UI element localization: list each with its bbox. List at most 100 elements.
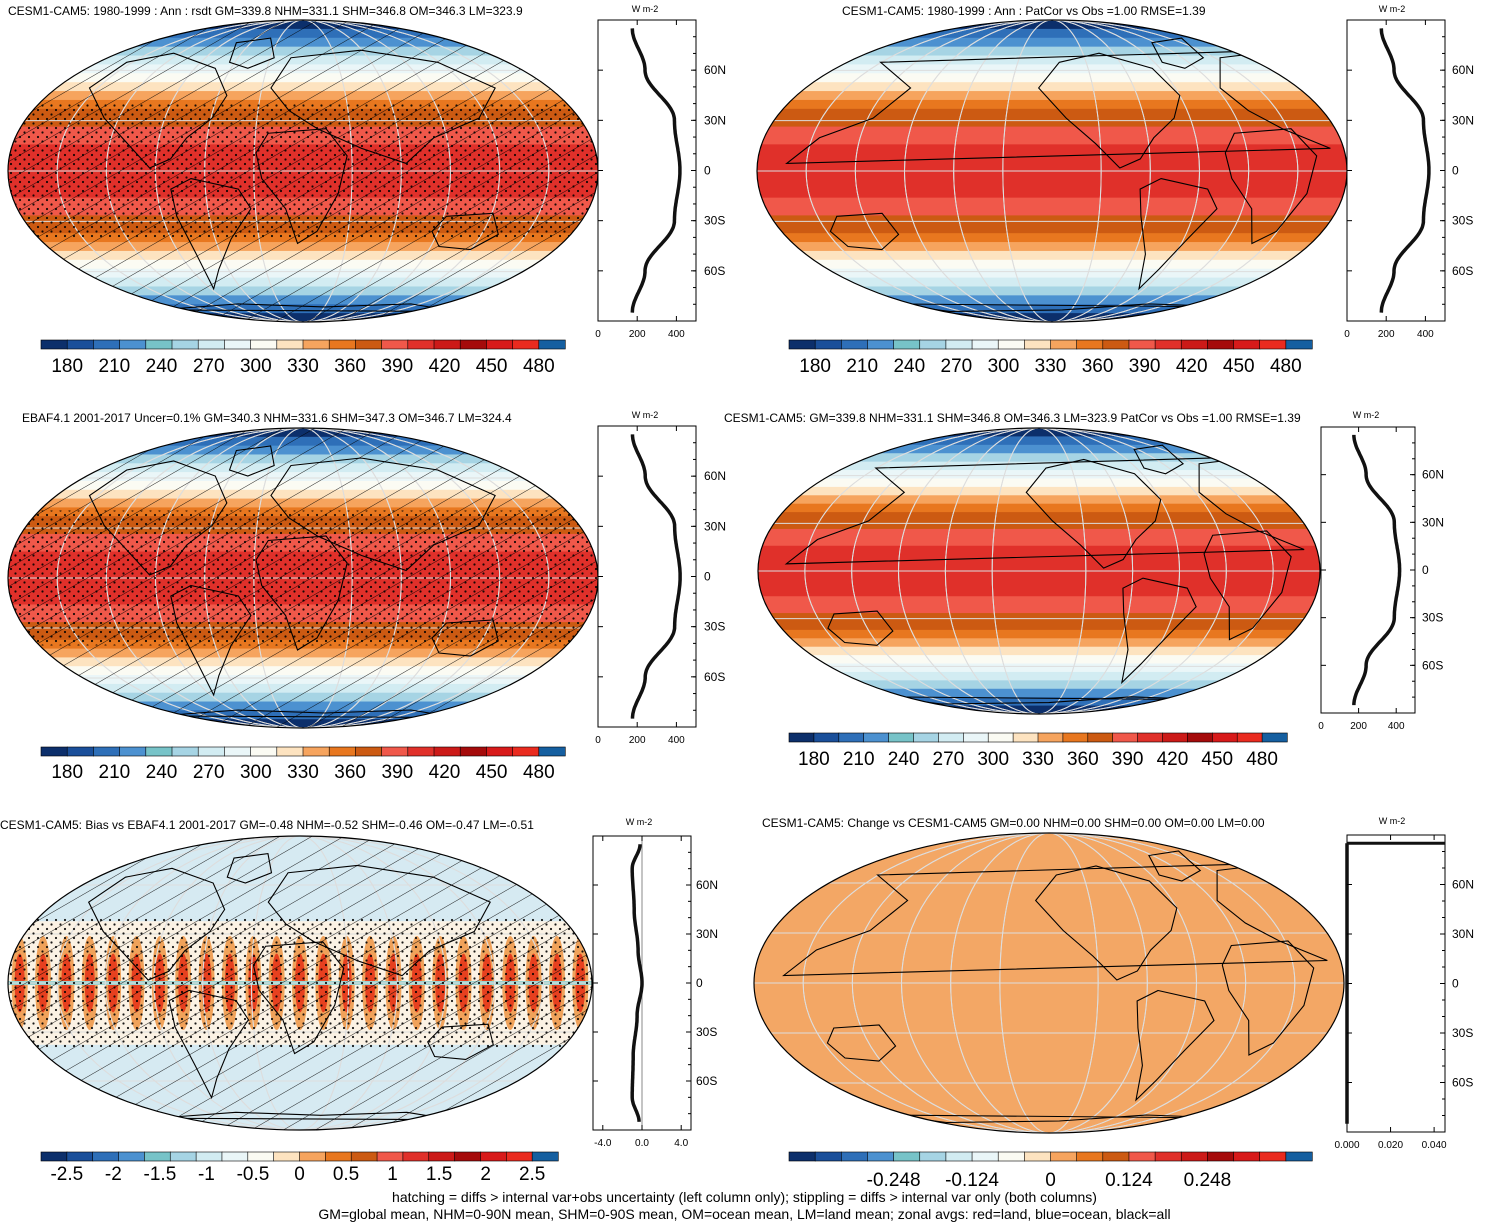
lat-label: 0: [1422, 563, 1429, 577]
colorbar-cell: [1180, 339, 1209, 350]
coastline: [1135, 989, 1215, 1102]
x-tick-label: 0.040: [1422, 1140, 1447, 1151]
units-label: W m-2: [1379, 816, 1406, 826]
colorbar-label: 390: [381, 762, 413, 783]
colorbar-cell: [145, 746, 173, 757]
lat-band: [757, 233, 1347, 243]
colorbar-label: 480: [523, 356, 555, 377]
colorbar-cell: [93, 339, 121, 350]
colorbar-cell: [1207, 339, 1235, 350]
colorbar-label: 420: [1176, 356, 1208, 377]
colorbar-label: 0.5: [333, 1164, 359, 1185]
panel-title-1: CESM1-CAM5: 1980-1999 : Ann : rsdt GM=33…: [8, 4, 523, 18]
lat-band: [758, 671, 1320, 681]
colorbar-cell: [1102, 1151, 1130, 1162]
colorbar-label: -2.5: [50, 1164, 83, 1185]
coastline: [1138, 177, 1218, 291]
units-label: W m-2: [626, 817, 653, 827]
colorbar-5: -2.5 -2 -1.5 -1 -0.5 0 0.5 1 1.5 2 2.5: [40, 1151, 559, 1185]
lat-band: [757, 277, 1347, 288]
zonal-mean-line: [1379, 28, 1431, 313]
coastline: [1120, 577, 1197, 685]
colorbar-cell: [1062, 732, 1089, 743]
lat-label: 30N: [704, 113, 726, 127]
colorbar-cell: [1024, 339, 1052, 350]
colorbar-cell: [480, 1151, 507, 1162]
lat-band: [758, 554, 1320, 564]
lat-label: 30S: [704, 214, 725, 228]
map-panel-3: [7, 427, 599, 729]
colorbar-cell: [814, 1151, 842, 1162]
lat-band: [757, 20, 1347, 30]
lat-label: 30N: [1452, 113, 1474, 127]
lat-band: [758, 503, 1320, 513]
lat-band: [758, 613, 1320, 623]
colorbar-label: -0.5: [237, 1164, 270, 1185]
colorbar-cell: [1076, 1151, 1104, 1162]
colorbar-cell: [840, 1151, 869, 1162]
colorbar-label: 330: [287, 356, 319, 377]
lat-band: [757, 99, 1347, 110]
lat-label: 60S: [704, 264, 725, 278]
lat-band: [758, 571, 1320, 581]
lat-label: 30N: [1452, 927, 1474, 941]
colorbar-cell: [169, 1151, 197, 1162]
colorbar-cell: [945, 1151, 973, 1162]
lat-band: [757, 37, 1347, 48]
x-tick-label: -4.0: [594, 1138, 612, 1149]
lat-label: 30S: [1452, 214, 1473, 228]
zonal-panel-1: 60N 30N 0 30S 60S 0 200 400 W m-2: [595, 4, 726, 340]
colorbar-cell: [919, 1151, 947, 1162]
colorbar-cell: [221, 1151, 249, 1162]
colorbar-cell: [1207, 1151, 1235, 1162]
units-label: W m-2: [632, 4, 659, 14]
colorbar-cell: [273, 1151, 301, 1162]
lat-band: [758, 604, 1320, 614]
colorbar-label: 360: [334, 356, 366, 377]
lat-label: 60N: [1452, 63, 1474, 77]
colorbar-cell: [376, 1151, 404, 1162]
coastline: [785, 49, 1331, 165]
colorbar-label: 0: [1045, 1170, 1056, 1191]
colorbar-cell: [381, 339, 409, 350]
coastline: [1224, 128, 1318, 245]
lat-band: [757, 215, 1347, 225]
colorbar-cell: [814, 339, 842, 350]
zonal-panel-3: 60N 30N 0 30S 60S 0 200 400 W m-2: [595, 410, 726, 746]
lat-band: [757, 28, 1347, 39]
units-label: W m-2: [632, 410, 659, 420]
colorbar-label: -2: [105, 1164, 122, 1185]
lat-band: [758, 697, 1320, 707]
colorbar-cell: [971, 1151, 999, 1162]
zonal-panel-4: 60N 30N 0 30S 60S 0 200 400 W m-2: [1318, 410, 1444, 732]
colorbar-cell: [381, 746, 409, 757]
x-tick-label: 200: [629, 735, 646, 746]
colorbar-label: 0: [294, 1164, 305, 1185]
colorbar-label: -0.248: [867, 1170, 921, 1191]
x-tick-label: 400: [668, 735, 685, 746]
colorbar-label: 270: [193, 356, 225, 377]
colorbar-label: 240: [893, 356, 925, 377]
colorbar-cell: [962, 732, 989, 743]
colorbar-cell: [863, 732, 890, 743]
lat-band: [757, 135, 1347, 145]
lat-band: [757, 304, 1347, 314]
colorbar-label: 1: [387, 1164, 398, 1185]
coastline: [827, 610, 894, 646]
colorbar-label: 390: [1112, 749, 1144, 770]
colorbar-label: 480: [523, 762, 555, 783]
lat-label: 30S: [1452, 1026, 1473, 1040]
colorbar-label: 240: [146, 356, 178, 377]
colorbar-cell: [299, 1151, 326, 1162]
colorbar-cell: [1050, 1151, 1078, 1162]
colorbar-cell: [1154, 1151, 1182, 1162]
colorbar-label: 210: [846, 356, 878, 377]
colorbar-label: 180: [799, 356, 831, 377]
lat-band: [757, 64, 1347, 74]
colorbar-cell: [40, 1151, 68, 1162]
colorbar-label: 270: [193, 762, 225, 783]
colorbar-cell: [66, 339, 94, 350]
lat-band: [758, 663, 1320, 673]
colorbar-cell: [531, 1151, 559, 1162]
colorbar-cell: [302, 746, 330, 757]
